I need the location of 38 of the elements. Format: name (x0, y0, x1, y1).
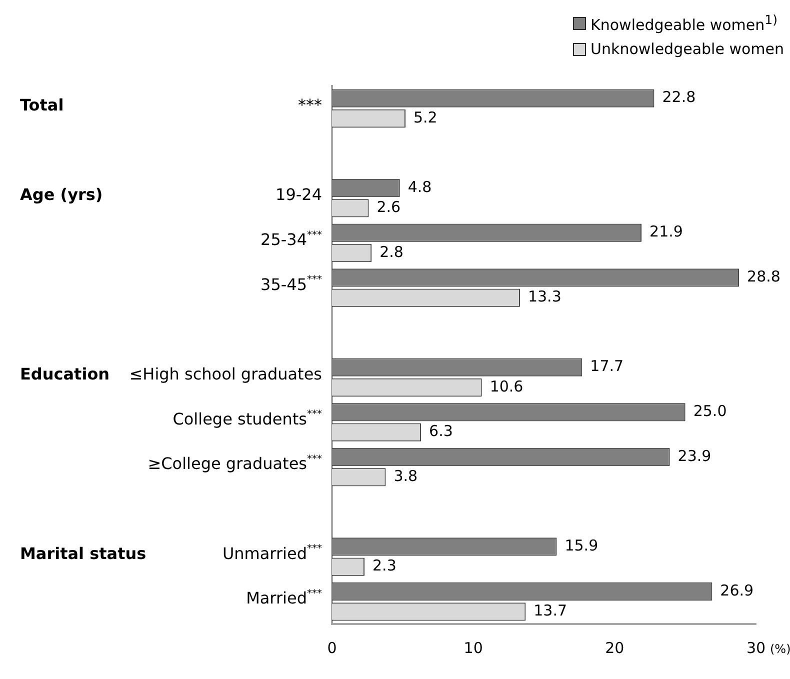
text: Total (20, 96, 64, 115)
data-label: 26.9 (720, 581, 754, 600)
y-tick-label: 19-24 (276, 185, 322, 204)
x-tick-label: 30 (746, 638, 766, 657)
text: Age (yrs) (20, 185, 103, 204)
data-label: 2.6 (376, 198, 401, 216)
x-tick-label: 0 (327, 638, 337, 657)
data-label: 3.8 (394, 467, 418, 486)
legend-label: Knowledgeable women$^{1)}$ (590, 12, 778, 34)
data-label: 22.8 (662, 88, 696, 106)
y-tick-label: College students*** (172, 409, 322, 428)
y-tick-label: Married*** (246, 588, 322, 608)
y-tick-label: ≥College graduates*** (148, 454, 322, 474)
legend-label: Unknowledgeable women (590, 40, 784, 58)
y-tick-label: 25-34*** (260, 230, 322, 250)
data-label: 21.9 (650, 222, 683, 241)
data-label: 10.6 (490, 377, 524, 396)
data-label: 13.3 (528, 288, 562, 306)
text: Marital status (20, 544, 146, 563)
y-tick-label: 35-45*** (260, 274, 322, 294)
data-label: 13.7 (534, 602, 568, 620)
data-label: 28.8 (747, 268, 780, 286)
data-label: 5.2 (413, 108, 438, 126)
y-tick-label: *** (298, 96, 322, 115)
data-label: 2.8 (380, 242, 404, 261)
data-label: 15.9 (564, 536, 598, 555)
y-tick-label: Unmarried*** (222, 544, 322, 563)
data-label: 2.3 (372, 556, 396, 575)
text: Education (20, 364, 110, 384)
y-tick-label: ≤High school graduates (129, 364, 322, 384)
x-axis-title: (%) (770, 642, 790, 656)
data-label: 6.3 (429, 422, 453, 440)
data-label: 17.7 (590, 357, 624, 376)
x-tick-label: 10 (464, 638, 483, 657)
x-tick-label: 20 (605, 638, 624, 657)
data-label: 4.8 (408, 178, 432, 196)
data-label: 25.0 (693, 402, 727, 420)
data-label: 23.9 (678, 446, 712, 465)
